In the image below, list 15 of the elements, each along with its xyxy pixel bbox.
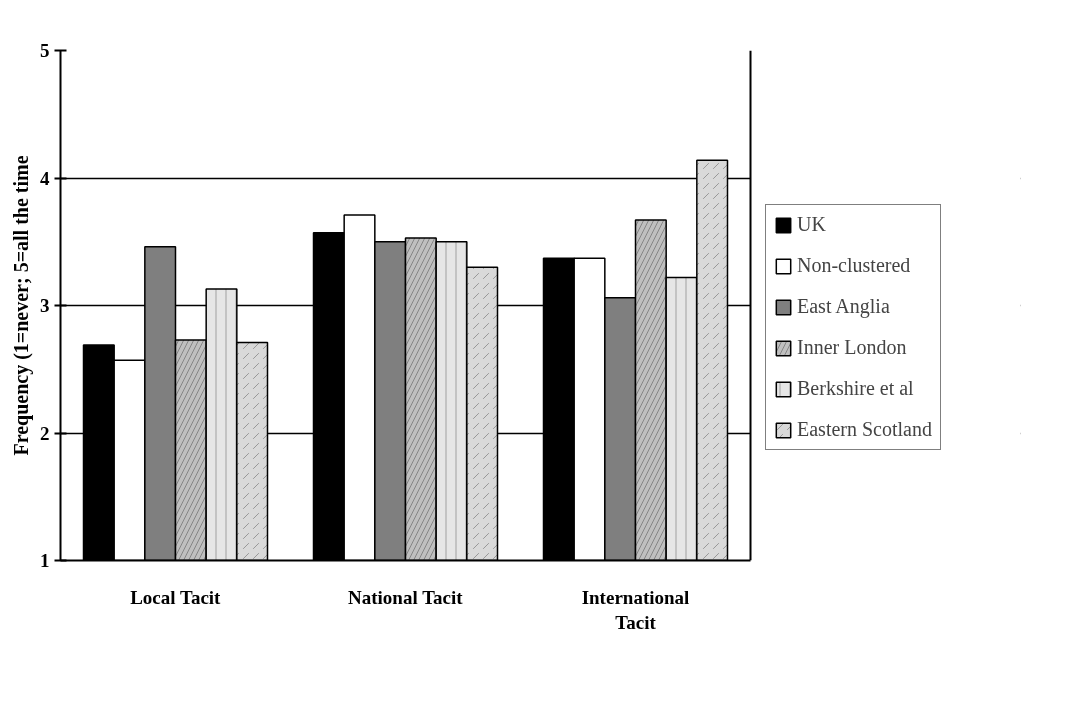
x-tick-label: Local Tacit (130, 586, 222, 608)
legend-label: East Anglia (797, 295, 890, 318)
y-tick-label: 4 (40, 167, 50, 189)
y-tick-label: 5 (40, 40, 50, 61)
legend-label: Berkshire et al (797, 377, 914, 400)
y-axis-title: Frequency (1=never; 5=all the time (10, 155, 33, 456)
y-tick-label: 1 (40, 550, 50, 571)
y-tick-label: 3 (40, 295, 50, 316)
x-tick-label: National Tacit (348, 586, 464, 608)
legend-label: UK (797, 213, 826, 236)
x-tick-label: International Tacit (581, 586, 690, 633)
legend-label: Inner London (797, 336, 907, 359)
legend-label: Non-clustered (797, 254, 911, 277)
legend-label: Eastern Scotland (797, 418, 932, 441)
y-tick-label: 2 (40, 422, 50, 444)
